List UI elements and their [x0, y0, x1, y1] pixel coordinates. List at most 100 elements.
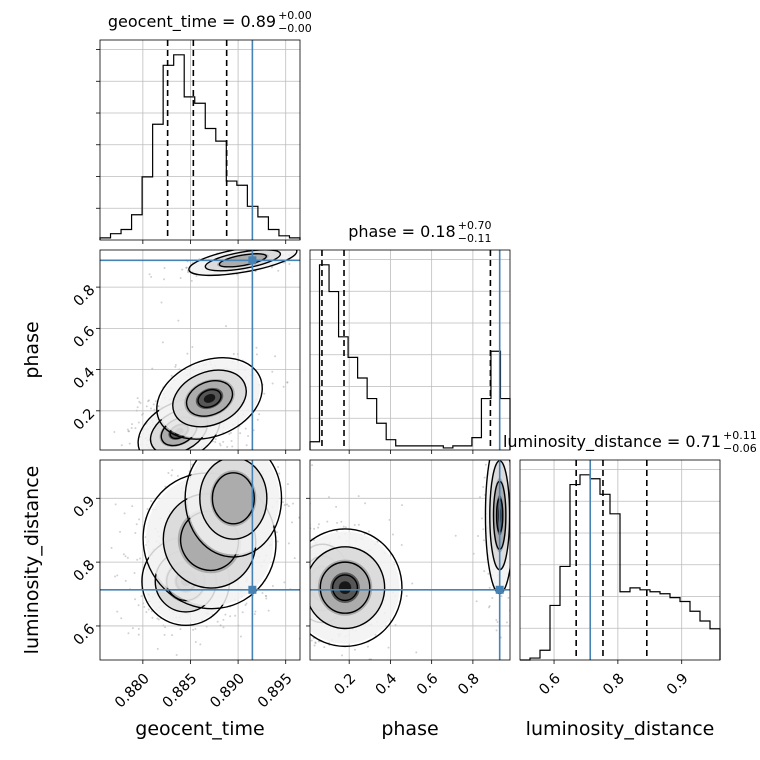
scatter-point	[500, 595, 503, 598]
scatter-point	[357, 495, 360, 498]
scatter-point	[475, 600, 478, 603]
scatter-point	[279, 548, 281, 550]
contour-1-0	[156, 357, 263, 440]
scatter-point	[137, 604, 140, 607]
scatter-point	[303, 580, 305, 582]
scatter-point	[200, 451, 202, 453]
scatter-point	[275, 531, 278, 534]
scatter-point	[302, 599, 304, 601]
hist-bin-luminosity_distance-5	[570, 485, 580, 660]
scatter-point	[301, 582, 303, 584]
scatter-point	[388, 518, 391, 521]
scatter-point	[134, 427, 137, 430]
scatter-point	[110, 451, 112, 453]
scatter-point	[287, 609, 289, 611]
scatter-point	[163, 266, 166, 269]
scatter-point	[140, 595, 143, 598]
contour-1-2	[185, 380, 234, 417]
scatter-point	[147, 400, 150, 403]
hist-bin-luminosity_distance-12	[640, 590, 650, 660]
title-plus-geocent_time: +0.00	[278, 9, 312, 22]
scatter-point	[190, 247, 192, 249]
scatter-point	[73, 408, 75, 410]
truth-marker-geocent_time-vs-luminosity_distance	[248, 585, 257, 594]
scatter-point	[328, 244, 330, 246]
scatter-point	[223, 663, 225, 665]
truth-marker-geocent_time-vs-phase	[248, 256, 257, 265]
hist-bin-phase-9	[396, 446, 406, 450]
scatter-point	[209, 669, 211, 671]
scatter-point	[306, 538, 308, 540]
scatter-point	[517, 499, 519, 501]
scatter-point	[211, 451, 213, 453]
hist-bin-phase-0	[310, 442, 320, 450]
x-tick-label-geocent_time-vs-luminosity_distance-2: 0.890	[207, 671, 248, 712]
scatter-point	[270, 266, 273, 269]
hist-bin-luminosity_distance-13	[650, 592, 660, 660]
scatter-point	[253, 613, 256, 616]
scatter-point	[293, 627, 295, 629]
scatter-point	[283, 504, 286, 507]
scatter-point	[515, 543, 517, 545]
scatter-point	[387, 646, 390, 649]
scatter-point	[357, 523, 360, 526]
scatter-point	[293, 552, 295, 554]
scatter-point	[170, 374, 173, 377]
panel-title-luminosity_distance: luminosity_distance = 0.71	[503, 432, 721, 452]
density-geocent_time-vs-luminosity_distance	[141, 460, 283, 627]
scatter-point	[516, 483, 518, 485]
histogram-phase	[309, 264, 511, 450]
scatter-point	[220, 454, 222, 456]
scatter-point	[288, 263, 291, 266]
scatter-point	[245, 602, 248, 605]
scatter-point	[190, 279, 193, 282]
scatter-point	[176, 475, 179, 478]
scatter-point	[325, 238, 327, 240]
scatter-point	[494, 695, 496, 697]
scatter-point	[301, 529, 303, 531]
histogram-luminosity_distance	[520, 474, 721, 661]
x-tick-label-geocent_time-vs-luminosity_distance-1: 0.885	[160, 671, 201, 712]
scatter-point	[326, 520, 329, 523]
hist-bin-phase-18	[481, 399, 491, 450]
scatter-point	[394, 624, 397, 627]
hist-bin-luminosity_distance-9	[610, 514, 620, 660]
scatter-point	[151, 367, 154, 370]
scatter-point	[226, 445, 229, 448]
scatter-point	[288, 591, 290, 593]
scatter-point	[287, 593, 289, 595]
scatter-point	[305, 584, 307, 586]
scatter-point	[268, 639, 270, 641]
hist-bin-phase-8	[386, 440, 396, 450]
scatter-point	[147, 608, 150, 611]
scatter-point	[155, 452, 157, 454]
scatter-point	[507, 596, 510, 599]
scatter-point	[222, 440, 225, 443]
scatter-point	[495, 629, 498, 632]
scatter-point	[173, 474, 175, 476]
title-minus-phase: −0.11	[458, 232, 492, 245]
scatter-point	[516, 526, 518, 528]
hist-bin-phase-2	[329, 292, 339, 450]
scatter-point	[277, 269, 280, 272]
scatter-point	[166, 476, 168, 478]
scatter-point	[227, 451, 229, 453]
scatter-point	[482, 539, 485, 542]
scatter-point	[195, 275, 198, 278]
scatter-point	[290, 606, 292, 608]
scatter-point	[176, 462, 178, 464]
scatter-point	[127, 430, 130, 433]
scatter-point	[134, 451, 136, 453]
hist-bin-geocent_time-4	[142, 177, 153, 240]
scatter-point	[275, 596, 277, 598]
contour-2-1	[204, 250, 282, 272]
scatter-point	[256, 418, 259, 421]
scatter-point	[505, 621, 508, 624]
scatter-point	[228, 433, 231, 436]
scatter-point	[298, 516, 300, 519]
scatter-point	[498, 456, 500, 458]
scatter-point	[295, 580, 297, 582]
scatter-point	[114, 575, 117, 578]
scatter-point	[287, 247, 289, 249]
scatter-point	[219, 453, 221, 455]
